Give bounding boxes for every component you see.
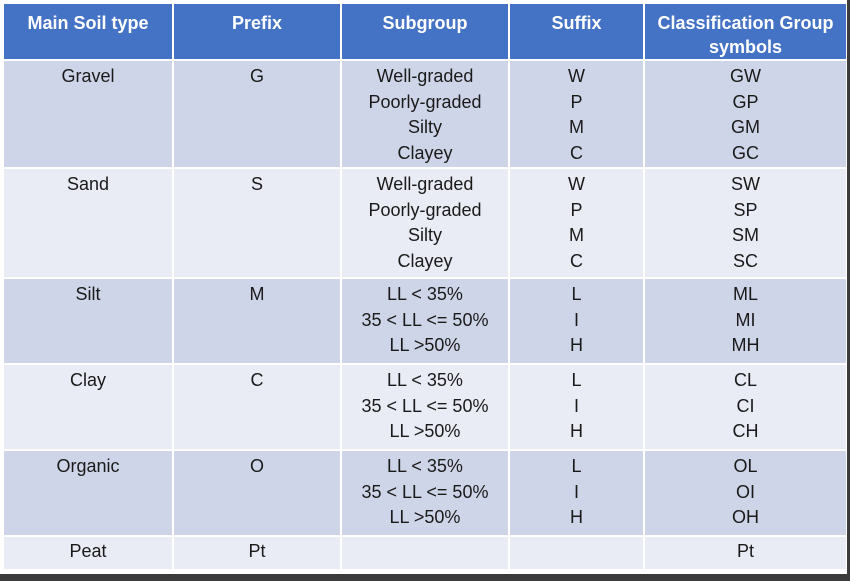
suffix-cell xyxy=(510,537,643,569)
soil-type-cell: Clay xyxy=(4,365,172,449)
suffix-cell: W P M C xyxy=(510,61,643,167)
subgroup-line: 35 < LL <= 50% xyxy=(361,395,489,416)
suffix-line: I xyxy=(573,481,579,502)
prefix-cell: S xyxy=(174,169,340,277)
symbol-line: MH xyxy=(731,335,760,355)
subgroup-line: LL >50% xyxy=(389,507,461,527)
subgroup-line: Silty xyxy=(407,225,442,245)
suffix-cell: L I H xyxy=(510,451,643,535)
subgroup-line: LL >50% xyxy=(389,335,461,355)
subgroup-cell: LL < 35% 35 < LL <= 50% LL >50% xyxy=(342,279,508,363)
table-row-clay: Clay C LL < 35% 35 < LL <= 50% LL >50% L… xyxy=(4,365,846,449)
subgroup-line: Well-graded xyxy=(376,174,474,194)
prefix-cell: M xyxy=(174,279,340,363)
subgroup-line: LL >50% xyxy=(389,421,461,441)
symbol-line: GM xyxy=(731,117,760,137)
symbol-line: SP xyxy=(733,199,758,220)
suffix-line: I xyxy=(573,309,579,330)
symbol-line: OI xyxy=(735,481,755,502)
prefix-cell: O xyxy=(174,451,340,535)
header-subgroup: Subgroup xyxy=(342,4,508,59)
table-row-silt: Silt M LL < 35% 35 < LL <= 50% LL >50% L… xyxy=(4,279,846,363)
subgroup-line: Well-graded xyxy=(376,66,474,86)
suffix-line: W xyxy=(568,174,585,194)
suffix-line: L xyxy=(571,284,582,304)
subgroup-line: 35 < LL <= 50% xyxy=(361,309,489,330)
suffix-line: L xyxy=(571,456,582,476)
symbol-line: GW xyxy=(730,66,761,86)
subgroup-cell: Well-graded Poorly-graded Silty Clayey xyxy=(342,169,508,277)
soil-type-cell: Sand xyxy=(4,169,172,277)
table-row-gravel: Gravel G Well-graded Poorly-graded Silty… xyxy=(4,61,846,167)
suffix-line: M xyxy=(569,117,584,137)
subgroup-cell: LL < 35% 35 < LL <= 50% LL >50% xyxy=(342,365,508,449)
subgroup-cell: Well-graded Poorly-graded Silty Clayey xyxy=(342,61,508,167)
prefix-cell: Pt xyxy=(174,537,340,569)
prefix-cell: C xyxy=(174,365,340,449)
symbol-line: SW xyxy=(731,174,760,194)
symbol-line: ML xyxy=(732,284,758,304)
symbol-line: Pt xyxy=(736,541,754,561)
table-row-sand: Sand S Well-graded Poorly-graded Silty C… xyxy=(4,169,846,277)
symbol-line: CI xyxy=(736,395,755,416)
suffix-line: I xyxy=(573,395,579,416)
prefix-cell: G xyxy=(174,61,340,167)
suffix-cell: W P M C xyxy=(510,169,643,277)
symbol-line: CL xyxy=(733,370,757,390)
subgroup-cell xyxy=(342,537,508,569)
symbol-line: SM xyxy=(732,225,759,245)
table-row-organic: Organic O LL < 35% 35 < LL <= 50% LL >50… xyxy=(4,451,846,535)
suffix-line: P xyxy=(570,91,583,112)
header-main-soil-type: Main Soil type xyxy=(4,4,172,59)
symbol-line: OH xyxy=(732,507,759,527)
subgroup-line: Clayey xyxy=(397,142,453,163)
symbols-cell: OL OI OH xyxy=(645,451,846,535)
suffix-cell: L I H xyxy=(510,365,643,449)
symbol-line: GP xyxy=(732,91,759,112)
subgroup-cell: LL < 35% 35 < LL <= 50% LL >50% xyxy=(342,451,508,535)
symbol-line: OL xyxy=(733,456,758,476)
symbol-line: MI xyxy=(735,309,756,330)
suffix-line: H xyxy=(570,507,583,527)
suffix-line: P xyxy=(570,199,583,220)
subgroup-line: 35 < LL <= 50% xyxy=(361,481,489,502)
soil-type-cell: Silt xyxy=(4,279,172,363)
suffix-line: C xyxy=(570,142,583,163)
suffix-line: H xyxy=(570,421,583,441)
bottom-edge-bar xyxy=(0,574,850,581)
soil-type-cell: Organic xyxy=(4,451,172,535)
header-prefix: Prefix xyxy=(174,4,340,59)
suffix-line: L xyxy=(571,370,582,390)
header-row: Main Soil type Prefix Subgroup Suffix Cl… xyxy=(4,4,846,59)
symbols-cell: GW GP GM GC xyxy=(645,61,846,167)
subgroup-line: LL < 35% xyxy=(387,456,463,476)
subgroup-line: Silty xyxy=(407,117,442,137)
subgroup-line: Clayey xyxy=(397,250,453,271)
subgroup-line: LL < 35% xyxy=(387,370,463,390)
symbol-line: SC xyxy=(732,250,758,271)
subgroup-line: Poorly-graded xyxy=(368,199,482,220)
suffix-cell: L I H xyxy=(510,279,643,363)
header-classification-group-symbols: Classification Group symbols xyxy=(645,4,846,59)
symbols-cell: ML MI MH xyxy=(645,279,846,363)
suffix-line: W xyxy=(568,66,585,86)
right-edge-bar xyxy=(847,0,850,581)
symbol-line: GC xyxy=(732,142,759,163)
symbols-cell: SW SP SM SC xyxy=(645,169,846,277)
symbols-cell: Pt xyxy=(645,537,846,569)
soil-type-cell: Peat xyxy=(4,537,172,569)
table-row-peat: Peat Pt Pt xyxy=(4,537,846,569)
suffix-line: M xyxy=(569,225,584,245)
subgroup-line: LL < 35% xyxy=(387,284,463,304)
soil-classification-table: Main Soil type Prefix Subgroup Suffix Cl… xyxy=(2,2,848,571)
symbols-cell: CL CI CH xyxy=(645,365,846,449)
subgroup-line: Poorly-graded xyxy=(368,91,482,112)
symbol-line: CH xyxy=(732,421,759,441)
suffix-line: C xyxy=(570,250,583,271)
soil-type-cell: Gravel xyxy=(4,61,172,167)
header-suffix: Suffix xyxy=(510,4,643,59)
suffix-line: H xyxy=(570,335,583,355)
